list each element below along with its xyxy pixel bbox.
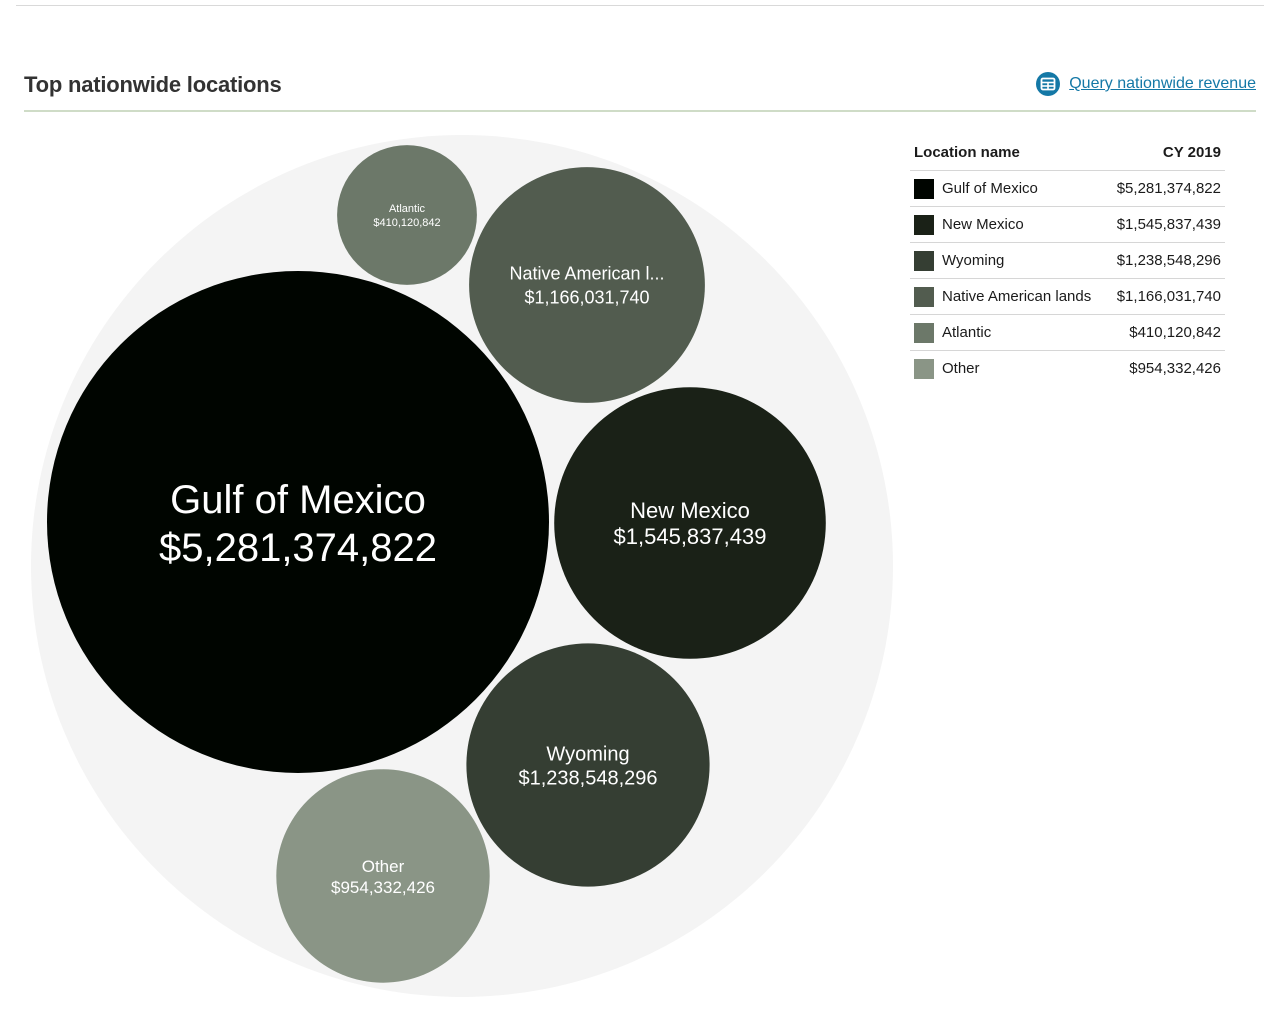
col-cy-2019: CY 2019 bbox=[1106, 136, 1225, 171]
bubble-circle-gulf-of-mexico[interactable] bbox=[47, 271, 549, 773]
bubble-circle-native-american-lands[interactable] bbox=[469, 167, 705, 403]
legend-name-cell: New Mexico bbox=[910, 206, 1107, 243]
bubble-circle-other[interactable] bbox=[276, 769, 490, 983]
bubble-label-other: Other bbox=[362, 857, 405, 876]
bubble-label-wyoming: Wyoming bbox=[546, 743, 629, 765]
col-location-name: Location name bbox=[910, 136, 1107, 171]
bubble-value-other: $954,332,426 bbox=[331, 878, 435, 897]
table-icon bbox=[1036, 72, 1061, 96]
top-divider bbox=[16, 5, 1264, 6]
legend-swatch-new-mexico bbox=[914, 214, 934, 235]
bubble-label-gulf-of-mexico: Gulf of Mexico bbox=[170, 478, 426, 522]
bubble-circle-new-mexico[interactable] bbox=[554, 387, 826, 659]
legend-row-gulf-of-mexico: Gulf of Mexico $5,281,374,822 bbox=[910, 170, 1225, 207]
legend-swatch-wyoming bbox=[914, 250, 934, 271]
bubble-value-new-mexico: $1,545,837,439 bbox=[614, 524, 767, 549]
bubble-value-atlantic: $410,120,842 bbox=[373, 217, 440, 229]
bubble-native-american-lands[interactable]: Native American l... $1,166,031,740 bbox=[469, 167, 705, 403]
legend-name-cell: Other bbox=[910, 351, 1106, 387]
legend-label-other: Other bbox=[942, 360, 980, 377]
legend-value-other: $954,332,426 bbox=[1129, 360, 1221, 377]
bubble-gulf-of-mexico[interactable]: Gulf of Mexico$5,281,374,822 bbox=[47, 271, 549, 773]
query-revenue-link[interactable]: Query nationwide revenue bbox=[1036, 72, 1256, 96]
legend-swatch-other bbox=[914, 358, 934, 379]
legend-swatch-native-american-lands bbox=[914, 286, 934, 307]
legend-row-native-american-lands: Native American lands $1,166,031,740 bbox=[910, 278, 1225, 315]
legend-table: Location name CY 2019 Gulf of Mexico $5,2… bbox=[910, 136, 1225, 386]
legend-row-new-mexico: New Mexico $1,545,837,439 bbox=[910, 206, 1225, 243]
bubble-wyoming[interactable]: Wyoming$1,238,548,296 bbox=[466, 643, 710, 887]
legend-value-atlantic: $410,120,842 bbox=[1106, 314, 1225, 351]
legend-name-cell: Gulf of Mexico bbox=[910, 170, 1107, 207]
section-title: Top nationwide locations bbox=[24, 72, 282, 97]
query-link-label[interactable]: Query nationwide revenue bbox=[1069, 75, 1256, 92]
legend-value-gulf-of-mexico: $5,281,374,822 bbox=[1106, 170, 1225, 207]
legend-value-new-mexico: $1,545,837,439 bbox=[1106, 206, 1225, 243]
legend-row-other: Other $954,332,426 bbox=[910, 351, 1225, 387]
legend-value-wyoming: $1,238,548,296 bbox=[1106, 242, 1225, 279]
bubble-atlantic[interactable]: Atlantic $410,120,842 bbox=[337, 145, 477, 285]
legend-swatch-atlantic bbox=[914, 322, 934, 343]
legend-name-cell: Native American lands bbox=[910, 278, 1107, 315]
legend-label-new-mexico: New Mexico bbox=[942, 216, 1024, 233]
legend-value-native-american-lands: $1,166,031,740 bbox=[1106, 278, 1225, 315]
bubble-new-mexico[interactable]: New Mexico$1,545,837,439 bbox=[554, 387, 826, 659]
legend-label-wyoming: Wyoming bbox=[942, 252, 1005, 269]
legend-row-wyoming: Wyoming $1,238,548,296 bbox=[910, 242, 1225, 279]
bubble-value-native-american-lands: $1,166,031,740 bbox=[524, 288, 649, 308]
bubble-value-wyoming: $1,238,548,296 bbox=[518, 767, 657, 789]
legend-row-atlantic: Atlantic $410,120,842 bbox=[910, 314, 1225, 351]
legend-label-atlantic: Atlantic bbox=[942, 324, 992, 341]
bubble-circle-wyoming[interactable] bbox=[466, 643, 710, 887]
legend-name-cell: Atlantic bbox=[910, 314, 1107, 351]
bubble-circle-atlantic[interactable] bbox=[337, 145, 477, 285]
section-header: Top nationwide locations Query nationwid… bbox=[24, 66, 1256, 112]
bubble-chart: Gulf of Mexico $5,281,374,822 New Mexico $1… bbox=[0, 120, 900, 1008]
legend-name-cell: Wyoming bbox=[910, 242, 1107, 279]
bubble-value-gulf-of-mexico: $5,281,374,822 bbox=[159, 526, 437, 570]
bubble-label-atlantic: Atlantic bbox=[389, 203, 426, 215]
legend-label-native-american-lands: Native American lands bbox=[942, 288, 1092, 305]
legend-swatch-gulf-of-mexico bbox=[914, 178, 934, 199]
legend-header-row: Location name CY 2019 bbox=[910, 136, 1225, 171]
legend-label-gulf-of-mexico: Gulf of Mexico bbox=[942, 180, 1038, 197]
bubble-other[interactable]: Other $954,332,426 bbox=[276, 769, 490, 983]
bubble-label-new-mexico: New Mexico bbox=[630, 498, 750, 523]
bubble-label-native-american-lands: Native American l... bbox=[509, 264, 664, 284]
